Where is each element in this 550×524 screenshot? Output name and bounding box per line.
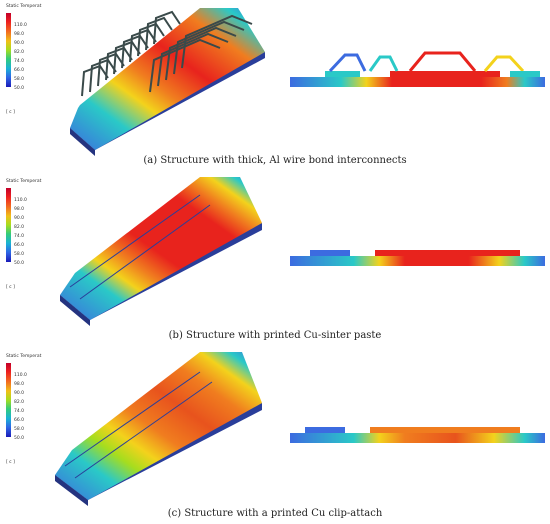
legend-tick: 98.0 — [14, 382, 25, 387]
legend-tick: 90.0 — [14, 391, 25, 396]
cs-wire-4 — [483, 55, 525, 73]
cs-base — [290, 256, 545, 266]
legend-tick: 82.0 — [14, 225, 25, 230]
cs-pad-left — [305, 427, 345, 433]
cs-wire-1 — [328, 53, 367, 73]
panel-c: Static Temperat 110.0 98.0 90.0 82.0 74.… — [0, 350, 550, 524]
cs-die — [375, 250, 520, 256]
legend-unit: [ c ] — [6, 285, 15, 290]
structure-b-3d-view — [60, 177, 262, 326]
caption-c: (c) Structure with a printed Cu clip-att… — [167, 508, 383, 519]
legend-unit: [ c ] — [6, 460, 15, 465]
legend-tick: 110.0 — [14, 198, 27, 203]
temperature-legend: Static Temperat 110.0 98.0 90.0 82.0 74.… — [6, 354, 46, 465]
legend-tick: 90.0 — [14, 41, 25, 46]
cs-die — [370, 427, 520, 433]
legend-tick: 58.0 — [14, 427, 25, 432]
legend-tick: 50.0 — [14, 261, 25, 266]
structure-b-cross-section — [290, 250, 545, 266]
legend-tick: 98.0 — [14, 207, 25, 212]
structure-a-3d-view — [70, 8, 265, 156]
structure-c-cross-section — [290, 427, 545, 443]
substrate-front — [55, 475, 88, 506]
cs-die — [390, 71, 500, 77]
legend-color-bar — [6, 363, 11, 437]
substrate-top — [60, 177, 262, 320]
structure-c-3d-view — [55, 352, 262, 506]
cs-base — [290, 77, 545, 87]
cs-pad-right — [510, 71, 540, 77]
legend-tick: 66.0 — [14, 418, 25, 423]
trace-line — [69, 194, 201, 288]
panel-a: Static Temperat 110.0 98.0 90.0 82.0 74.… — [0, 0, 550, 170]
cs-pad-left — [325, 71, 360, 77]
legend-tick: 98.0 — [14, 32, 25, 37]
legend-tick: 74.0 — [14, 234, 25, 239]
cs-wire-3 — [408, 51, 477, 72]
legend-tick: 50.0 — [14, 436, 25, 441]
legend-tick: 58.0 — [14, 252, 25, 257]
substrate-top — [70, 8, 265, 150]
caption-a: (a) Structure with thick, Al wire bond i… — [143, 155, 407, 166]
legend-tick: 110.0 — [14, 373, 27, 378]
legend-tick: 82.0 — [14, 50, 25, 55]
legend-tick: 82.0 — [14, 400, 25, 405]
legend-title: Static Temperat — [6, 4, 42, 9]
panel-b: Static Temperat 110.0 98.0 90.0 82.0 74.… — [0, 175, 550, 345]
trace-line — [74, 381, 213, 479]
legend-tick: 74.0 — [14, 59, 25, 64]
legend-tick: 50.0 — [14, 86, 25, 91]
legend-tick: 58.0 — [14, 77, 25, 82]
trace-line — [79, 204, 211, 300]
legend-tick: 110.0 — [14, 23, 27, 28]
legend-tick: 90.0 — [14, 216, 25, 221]
structure-a-cross-section — [290, 51, 545, 87]
legend-tick: 66.0 — [14, 68, 25, 73]
cs-pad-left — [310, 250, 350, 256]
legend-tick: 74.0 — [14, 409, 25, 414]
cs-wire-2 — [368, 55, 399, 72]
legend-color-bar — [6, 188, 11, 262]
substrate-front — [70, 128, 95, 156]
cs-base — [290, 433, 545, 443]
legend-color-bar — [6, 13, 11, 87]
temperature-legend: Static Temperat 110.0 98.0 90.0 82.0 74.… — [6, 4, 46, 115]
trace-line — [64, 371, 201, 467]
bond-wires — [81, 10, 253, 97]
temperature-legend: Static Temperat 110.0 98.0 90.0 82.0 74.… — [6, 179, 46, 290]
legend-title: Static Temperat — [6, 354, 42, 359]
legend-tick: 66.0 — [14, 243, 25, 248]
legend-title: Static Temperat — [6, 179, 42, 184]
substrate-front — [60, 295, 90, 326]
caption-b: (b) Structure with printed Cu-sinter pas… — [168, 330, 382, 341]
legend-unit: [ c ] — [6, 110, 15, 115]
substrate-top — [55, 352, 262, 500]
